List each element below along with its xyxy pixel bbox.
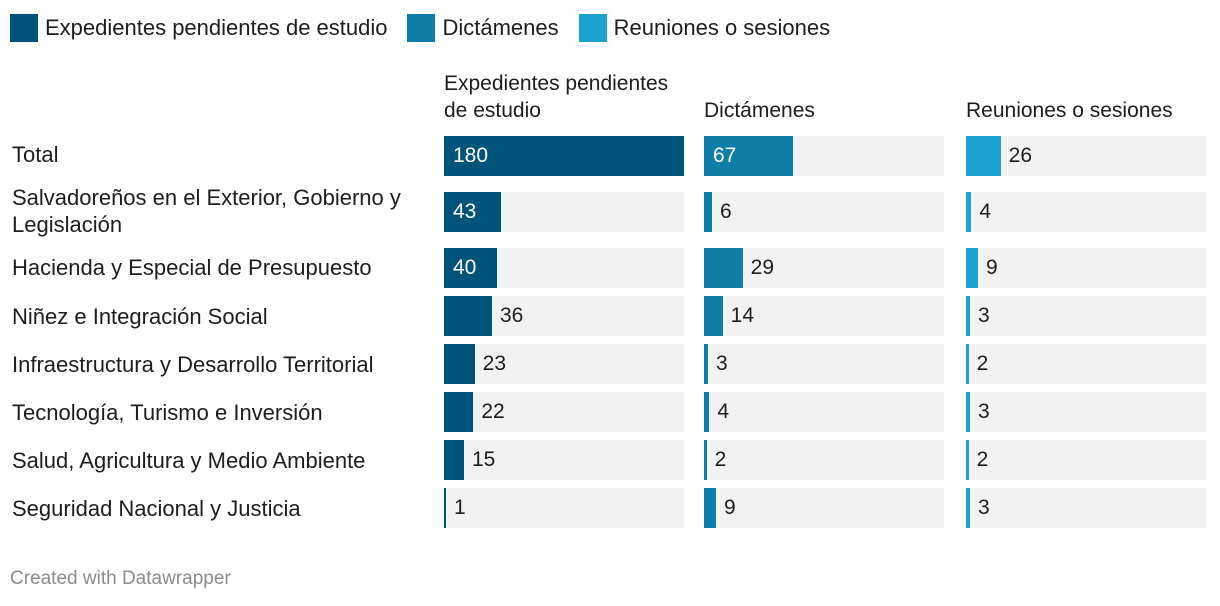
- data-label: 36: [500, 304, 524, 327]
- bar-track: 40: [444, 248, 684, 288]
- column-header: Expedientes pendientes de estudio: [444, 72, 669, 122]
- bar: [444, 296, 492, 336]
- bar-track: 6: [704, 192, 944, 232]
- legend-item: Reuniones o sesiones: [578, 14, 831, 42]
- data-label: 26: [1008, 144, 1033, 167]
- bar: [966, 296, 970, 336]
- bar-track: 1: [444, 488, 684, 528]
- column-header: Dictámenes: [704, 99, 815, 122]
- bar: [966, 192, 972, 232]
- row-label: Tecnología, Turismo e Inversión: [12, 399, 323, 425]
- bar-track: 22: [444, 392, 684, 432]
- bar-track: 3: [966, 488, 1206, 528]
- bar: [704, 192, 712, 232]
- bar: [444, 488, 446, 528]
- bar-track: 9: [966, 248, 1206, 288]
- bar: [704, 248, 743, 288]
- bar-track: 4: [966, 192, 1206, 232]
- data-label: 14: [730, 304, 755, 327]
- bar-track: 26: [966, 136, 1206, 176]
- row-label: Total: [12, 141, 59, 167]
- data-label: 3: [978, 304, 990, 327]
- row-label: Salud, Agricultura y Medio Ambiente: [12, 447, 366, 473]
- bar-track: 3: [966, 392, 1206, 432]
- row-label: Infraestructura y Desarrollo Territorial: [12, 351, 374, 377]
- data-label: 9: [724, 496, 736, 519]
- bar-track: 2: [966, 440, 1206, 480]
- row-label: Niñez e Integración Social: [12, 303, 268, 329]
- data-label: 15: [472, 448, 496, 471]
- bar: [444, 392, 474, 432]
- footer-credit: Created with Datawrapper: [10, 568, 231, 589]
- data-label: 4: [717, 400, 730, 423]
- bar: [966, 440, 969, 480]
- row-label: Salvadoreños en el Exterior, Gobierno y …: [12, 185, 401, 237]
- bar-track: 23: [444, 344, 684, 384]
- data-label: 40: [453, 256, 477, 279]
- legend-swatch: [407, 14, 436, 42]
- data-label: 22: [481, 400, 505, 423]
- legend: Expedientes pendientes de estudio Dictáme…: [10, 13, 850, 43]
- data-label: 3: [978, 496, 990, 519]
- data-label: 67: [713, 144, 737, 167]
- data-label: 4: [979, 200, 992, 223]
- bar: [704, 392, 710, 432]
- bar-track: 36: [444, 296, 684, 336]
- data-label: 3: [716, 352, 728, 375]
- bar: [704, 344, 708, 384]
- bar: [444, 344, 475, 384]
- bar: [704, 136, 794, 176]
- bar: [444, 136, 684, 176]
- column-header: Reuniones o sesiones: [966, 99, 1173, 122]
- bar-track: 15: [444, 440, 684, 480]
- legend-item: Expedientes pendientes de estudio: [10, 14, 387, 42]
- data-label: 9: [986, 256, 998, 279]
- legend-swatch: [578, 14, 607, 42]
- bar-track: 9: [704, 488, 944, 528]
- bar-track: 2: [966, 344, 1206, 384]
- bar-track: 14: [704, 296, 944, 336]
- bar: [966, 248, 978, 288]
- legend-label: Reuniones o sesiones: [613, 15, 831, 40]
- data-label: 43: [453, 200, 477, 223]
- bar: [704, 296, 723, 336]
- data-label: 29: [750, 256, 775, 279]
- bar-track: 43: [444, 192, 684, 232]
- bar-track: 29: [704, 248, 944, 288]
- row-label: Seguridad Nacional y Justicia: [12, 495, 301, 521]
- data-label: 2: [714, 448, 727, 471]
- bar-track: 180: [444, 136, 684, 176]
- data-label: 23: [482, 352, 507, 375]
- bar: [444, 248, 498, 288]
- bar: [444, 192, 502, 232]
- data-label: 2: [976, 352, 989, 375]
- row-label: Hacienda y Especial de Presupuesto: [12, 254, 372, 280]
- bar: [966, 488, 970, 528]
- legend-item: Dictámenes: [407, 14, 559, 42]
- data-label: 1: [454, 496, 466, 519]
- bar: [966, 344, 969, 384]
- bar-track: 4: [704, 392, 944, 432]
- bar: [444, 440, 464, 480]
- bar-track: 67: [704, 136, 944, 176]
- bar: [966, 136, 1001, 176]
- legend-label: Dictámenes: [442, 15, 559, 40]
- legend-label: Expedientes pendientes de estudio: [45, 15, 388, 40]
- data-label: 180: [453, 144, 489, 167]
- bar: [704, 488, 716, 528]
- data-label: 2: [976, 448, 989, 471]
- bar-track: 3: [966, 296, 1206, 336]
- bar-track: 2: [704, 440, 944, 480]
- legend-swatch: [10, 14, 38, 42]
- bar: [966, 392, 970, 432]
- data-label: 3: [978, 400, 990, 423]
- bar: [704, 440, 707, 480]
- bar-track: 3: [704, 344, 944, 384]
- data-label: 6: [720, 200, 732, 223]
